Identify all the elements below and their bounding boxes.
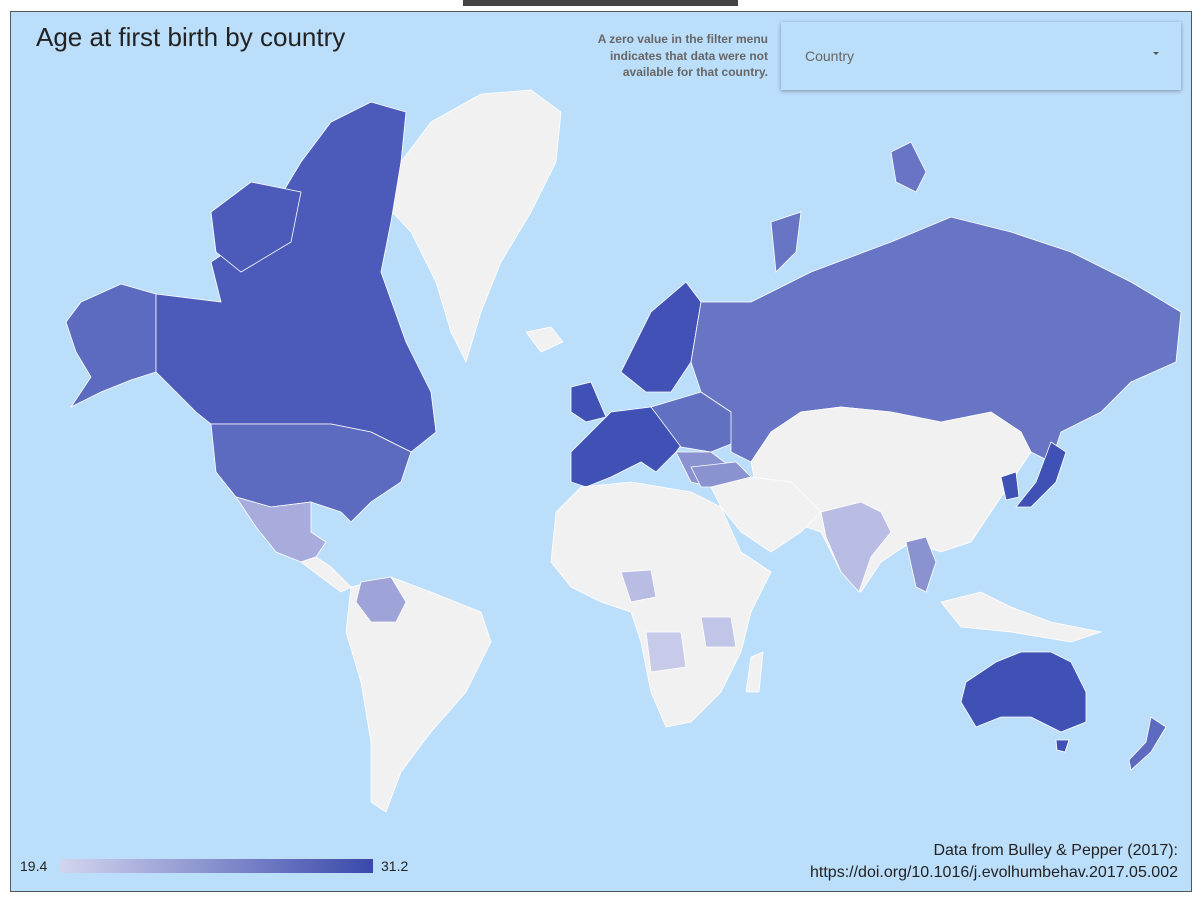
- legend-min: 19.4: [20, 858, 48, 874]
- legend-bar: [60, 859, 373, 873]
- thailand: [905, 536, 937, 593]
- mexico: [235, 496, 327, 563]
- japan: [1015, 441, 1067, 508]
- countries: [65, 89, 1182, 813]
- legend-max: 31.2: [381, 858, 409, 874]
- central-america: [300, 556, 352, 593]
- color-scale: [60, 859, 373, 873]
- alaska: [65, 283, 157, 409]
- country-filter[interactable]: Country: [781, 22, 1181, 90]
- note-line: A zero value in the filter menu: [597, 32, 768, 46]
- arctic-russia: [770, 211, 802, 273]
- africa: [550, 481, 772, 728]
- new-zealand: [1128, 716, 1167, 771]
- map-panel: Age at first birth by country A zero val…: [10, 11, 1192, 892]
- southeast-asia: [940, 591, 1103, 643]
- dropdown-arrow: [1153, 52, 1159, 55]
- russia: [690, 216, 1182, 463]
- arctic-islands: [210, 181, 302, 273]
- window-tab: [463, 0, 738, 6]
- madagascar: [745, 651, 764, 693]
- australia: [960, 651, 1087, 733]
- filter-label: Country: [805, 48, 855, 64]
- south-america: [345, 576, 492, 813]
- tasmania: [1055, 739, 1070, 753]
- uk-ireland: [570, 381, 607, 423]
- world-map: [65, 89, 1182, 813]
- source-line: https://doi.org/10.1016/j.evolhumbehav.2…: [810, 864, 1178, 881]
- note-line: available for that country.: [622, 65, 768, 79]
- greenland: [382, 89, 562, 364]
- angola: [645, 631, 687, 673]
- title: Age at first birth by country: [36, 22, 346, 52]
- colombia: [355, 576, 407, 623]
- source: Data from Bulley & Pepper (2017): https:…: [810, 840, 1178, 884]
- korea: [1000, 471, 1020, 501]
- svalbard: [890, 141, 927, 193]
- scandinavia: [620, 281, 702, 393]
- filter-note: A zero value in the filter menu indicate…: [598, 31, 768, 81]
- iceland: [525, 326, 564, 353]
- canada: [155, 101, 437, 453]
- india: [820, 501, 892, 593]
- middle-east: [710, 476, 822, 553]
- note-line: indicates that data were not: [609, 48, 768, 63]
- tanzania: [700, 616, 737, 648]
- source-line: Data from Bulley & Pepper (2017):: [933, 842, 1178, 859]
- nigeria: [620, 569, 657, 603]
